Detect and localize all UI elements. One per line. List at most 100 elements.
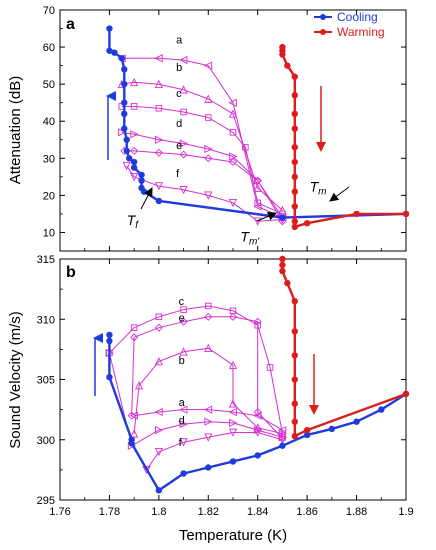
data-point: [284, 62, 291, 69]
data-point: [229, 418, 238, 428]
data-point: [130, 324, 138, 331]
data-point: [138, 171, 145, 179]
data-point: [291, 92, 298, 99]
data-point: [279, 267, 286, 275]
data-point: [121, 80, 128, 88]
data-point: [204, 144, 213, 154]
data-point: [154, 357, 163, 366]
data-point: [278, 434, 287, 443]
data-point: [402, 390, 410, 398]
data-point: [253, 428, 262, 437]
data-point: [140, 188, 148, 195]
data-point: [353, 210, 360, 218]
data-point: [291, 352, 298, 359]
data-point: [291, 158, 298, 166]
tmprime-pointer: [256, 211, 277, 222]
data-point: [253, 217, 262, 226]
data-point: [118, 55, 125, 62]
transition-label-sub: m': [249, 237, 260, 248]
series-line-cooling: [108, 28, 407, 219]
data-point: [204, 312, 213, 321]
data-point: [154, 54, 163, 63]
series-line-cooling: [108, 334, 407, 492]
data-point: [279, 51, 286, 58]
curve-label: f: [179, 437, 183, 449]
series-line-f: [126, 165, 283, 222]
curve-label: a: [176, 34, 183, 46]
data-point: [127, 411, 136, 420]
data-point: [266, 364, 274, 371]
series-a: [117, 54, 287, 222]
series-f: [142, 428, 287, 475]
series-line-f: [146, 432, 283, 471]
data-point: [204, 94, 213, 103]
data-point: [130, 77, 139, 87]
series-line-b: [133, 347, 283, 435]
data-point: [121, 66, 128, 73]
data-point: [180, 470, 187, 477]
data-point: [204, 191, 213, 200]
data-point: [138, 177, 145, 184]
data-point: [253, 202, 262, 211]
data-point: [279, 255, 286, 263]
legend-cooling-label: Cooling: [337, 10, 378, 24]
series-b: [117, 77, 287, 215]
data-point: [303, 219, 311, 227]
data-point: [228, 157, 238, 167]
data-point: [291, 73, 298, 80]
data-point: [278, 217, 287, 226]
data-point: [154, 323, 163, 332]
y-tick-label: 305: [37, 375, 55, 387]
series-line-d: [121, 131, 283, 218]
data-point: [134, 381, 144, 390]
y-tick-label: 30: [43, 153, 55, 165]
data-point: [228, 198, 238, 208]
panel-a-letter: a: [66, 16, 75, 33]
y-tick-label: 300: [37, 435, 55, 447]
data-point: [154, 79, 163, 89]
y-tick-label: 295: [37, 495, 55, 507]
tm-pointer: [329, 186, 350, 202]
data-point: [179, 55, 188, 65]
data-point: [179, 405, 188, 414]
data-point: [111, 49, 118, 56]
data-point: [154, 447, 163, 457]
y-tick-label: 60: [43, 42, 55, 54]
tf-pointer: [140, 187, 153, 210]
data-point: [179, 185, 188, 195]
data-point: [291, 376, 298, 383]
data-point: [106, 331, 113, 339]
panel-a-ticks: 10 20 30 40 50 60 70: [43, 5, 407, 252]
data-point: [204, 433, 213, 442]
series-e: [120, 146, 287, 226]
data-point: [204, 343, 213, 353]
data-point: [130, 103, 138, 110]
data-point: [179, 317, 188, 326]
data-point: [253, 407, 262, 417]
legend-warming-label: Warming: [337, 25, 385, 39]
data-point: [122, 161, 131, 171]
data-point: [228, 360, 238, 369]
curve-label: d: [179, 415, 185, 427]
panel-b-curve-labels: ce b adf: [179, 296, 186, 449]
data-point: [203, 405, 213, 414]
x-tick-label: 1.8: [151, 506, 166, 518]
panel-b-sound-velocity: 1.76 1.78 1.8 1.82 1.84 1.86 1.88 1.9 295 300 305 3…: [7, 254, 414, 544]
series-line-d: [108, 352, 283, 447]
data-point: [228, 98, 237, 107]
data-point: [179, 347, 188, 356]
data-point: [303, 426, 311, 434]
data-point: [253, 176, 262, 185]
data-point: [128, 440, 135, 447]
series-e: [127, 312, 287, 443]
data-point: [121, 125, 128, 132]
y-tick-label: 20: [43, 190, 55, 202]
data-point: [303, 431, 311, 439]
series-line-a: [121, 57, 283, 219]
x-tick-label: 1.84: [247, 506, 268, 518]
data-point: [179, 139, 188, 148]
data-point: [203, 61, 213, 70]
y-tick-label: 40: [43, 116, 55, 128]
data-point: [155, 313, 163, 321]
